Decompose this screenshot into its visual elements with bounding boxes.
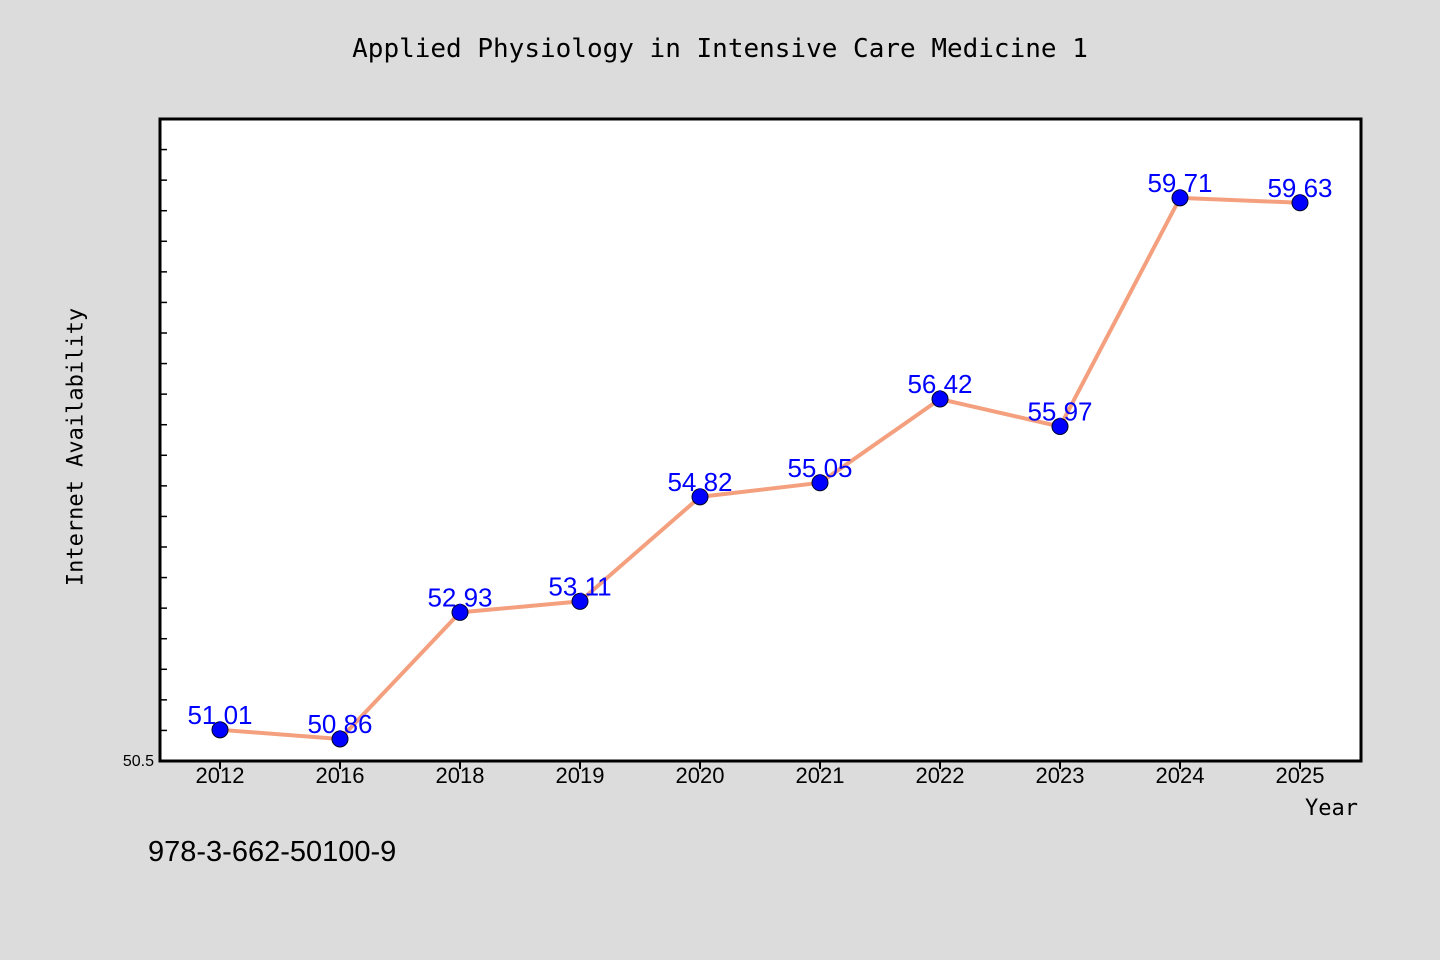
x-tick-label: 2023: [1036, 763, 1085, 788]
x-axis-label: Year: [1305, 796, 1358, 821]
data-label: 53.11: [548, 571, 611, 601]
x-tick-label: 2012: [196, 763, 245, 788]
x-tick-label: 2019: [556, 763, 605, 788]
data-label: 55.05: [787, 453, 852, 483]
series-line: [219, 195, 1301, 741]
x-tick-label: 2021: [796, 763, 845, 788]
isbn-text: 978-3-662-50100-9: [148, 836, 397, 868]
data-point: [1051, 418, 1069, 436]
data-point: [1291, 194, 1309, 212]
y-tick-label: 50.5: [123, 753, 154, 770]
data-point: [811, 474, 829, 492]
data-point: [691, 488, 709, 506]
series-layer: 51.01 50.86 52.93 53.11 54.82 55.05 56.42 55.97…: [187, 168, 1333, 748]
x-axis-ticks: 2012 2016 2018 2019 2020 2021 2022 2023 2024 2025: [196, 761, 1325, 788]
data-point: [331, 730, 349, 748]
data-point: [1171, 189, 1189, 207]
data-point: [571, 592, 589, 610]
x-tick-label: 2022: [916, 763, 965, 788]
y-axis-ticks: [160, 118, 167, 762]
data-point: [211, 721, 229, 739]
data-label: 56.42: [907, 369, 972, 399]
data-label: 54.82: [667, 467, 732, 497]
x-tick-label: 2018: [436, 763, 485, 788]
data-label: 59.63: [1267, 173, 1332, 203]
data-label: 51.01: [187, 700, 252, 730]
data-label: 55.97: [1027, 397, 1092, 427]
plot-area: [158, 117, 1363, 763]
data-label: 59.71: [1147, 168, 1212, 198]
chart-title: Applied Physiology in Intensive Care Med…: [352, 34, 1088, 64]
x-tick-label: 2016: [316, 763, 365, 788]
x-tick-label: 2024: [1156, 763, 1205, 788]
data-label: 52.93: [427, 582, 492, 612]
x-tick-label: 2020: [676, 763, 725, 788]
data-point: [931, 390, 949, 408]
data-label: 50.86: [307, 709, 372, 739]
data-point: [451, 603, 469, 621]
x-tick-label: 2025: [1276, 763, 1325, 788]
